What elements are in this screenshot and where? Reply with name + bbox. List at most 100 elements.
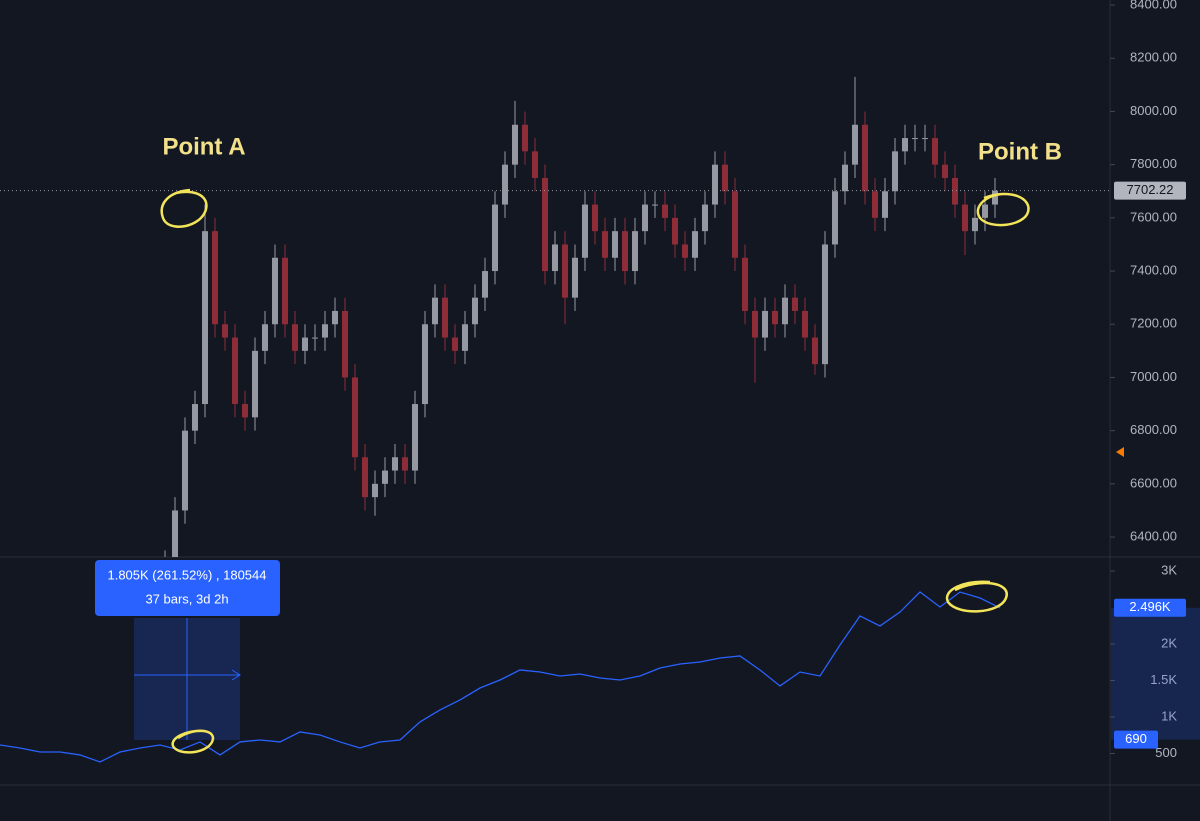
y-tick-label: 6400.00: [1130, 528, 1177, 543]
indicator-pane: [0, 591, 1001, 763]
candle-body: [832, 191, 838, 245]
candle-body: [552, 244, 558, 272]
candle-body: [312, 337, 318, 339]
candle-body: [712, 164, 718, 205]
circle: [160, 188, 208, 228]
value-badge-label: 7702.22: [1127, 182, 1174, 197]
price-pane: [0, 76, 1110, 557]
candle-body: [752, 310, 758, 338]
candle-body: [492, 204, 498, 272]
candle-body: [462, 324, 468, 351]
candle-body: [412, 404, 418, 471]
candle-body: [952, 177, 958, 205]
candle-body: [352, 377, 358, 458]
value-badge-label: 2.496K: [1129, 599, 1171, 614]
annotation: Point B: [978, 138, 1062, 165]
candle-body: [292, 324, 298, 351]
candle-body: [222, 324, 228, 338]
y-tick-label: 8000.00: [1130, 103, 1177, 118]
candle-body: [392, 457, 398, 471]
circle: [945, 580, 1008, 613]
candle-body: [582, 204, 588, 258]
candle-body: [272, 257, 278, 325]
candle-body: [592, 204, 598, 232]
candle-body: [262, 324, 268, 351]
axes: 6400.00 6600.00 6800.00 7000.00 7200.00 7400.…: [1110, 0, 1200, 760]
candle-body: [442, 297, 448, 338]
candle-body: [792, 297, 798, 311]
value-badge: [1114, 181, 1186, 200]
candle-body: [802, 310, 808, 338]
candle-body: [762, 310, 768, 338]
candle-body: [782, 297, 788, 325]
candle-body: [182, 430, 188, 511]
candle-body: [332, 310, 338, 325]
candle-body: [872, 191, 878, 218]
candle-body: [282, 257, 288, 325]
candle-body: [742, 257, 748, 311]
candle-body: [972, 217, 978, 232]
candle-body: [602, 231, 608, 258]
candle-body: [362, 457, 368, 498]
candle-body: [452, 337, 458, 351]
marker-badge: [1114, 730, 1158, 749]
measure-arrow: [231, 669, 241, 681]
candle-body: [612, 231, 618, 258]
y-tick-label: 6800.00: [1130, 422, 1177, 437]
measure-text: 1.805K (261.52%) , 180544: [107, 567, 266, 582]
candle-body: [902, 138, 908, 152]
candle-body: [722, 164, 728, 192]
candle-body: [432, 297, 438, 325]
y-tick-label: 500: [1155, 745, 1177, 760]
candle-body: [992, 190, 998, 205]
candle-body: [342, 310, 348, 378]
y-tick-label: 7800.00: [1130, 156, 1177, 171]
candle-body: [942, 164, 948, 178]
y-tick-label: 2K: [1161, 635, 1177, 650]
measure-detail: 37 bars, 3d 2h: [145, 591, 228, 606]
candle-body: [382, 470, 388, 484]
circle: [171, 729, 215, 754]
circle: [976, 192, 1030, 227]
annotation: Point A: [162, 133, 245, 160]
candle-body: [622, 231, 628, 272]
candle-body: [242, 404, 248, 418]
y-tick-label: 8200.00: [1130, 50, 1177, 65]
y-tick-label: 3K: [1161, 562, 1177, 577]
candle-body: [572, 257, 578, 298]
candle-body: [402, 457, 408, 471]
axis-marker: [1116, 447, 1124, 457]
candle-body: [522, 124, 528, 152]
candle-body: [302, 337, 308, 351]
candle-body: [372, 483, 378, 498]
candle-body: [202, 231, 208, 405]
y-tick-label: 1K: [1161, 708, 1177, 723]
candle-body: [932, 138, 938, 165]
candle-body: [732, 191, 738, 258]
candle-body: [542, 177, 548, 272]
indicator-line: [0, 591, 1001, 763]
candle-body: [692, 231, 698, 258]
candle-body: [672, 217, 678, 245]
y-tick-label: 1.5K: [1150, 672, 1177, 687]
candle-body: [172, 510, 178, 557]
candle-body: [252, 350, 258, 418]
candle-body: [852, 124, 858, 165]
y-tick-label: 7600.00: [1130, 209, 1177, 224]
candle-body: [882, 191, 888, 218]
candle-body: [632, 231, 638, 272]
candle-body: [322, 324, 328, 338]
candle-body: [982, 204, 988, 218]
candle-body: [212, 231, 218, 325]
candle-body: [912, 138, 918, 140]
candle-body: [232, 337, 238, 405]
candle-body: [842, 164, 848, 192]
highlights: [160, 188, 1030, 754]
candle-body: [962, 204, 968, 232]
candle-body: [662, 204, 668, 218]
marker-label: 690: [1125, 731, 1147, 746]
candle-body: [422, 324, 428, 405]
candle-body: [922, 138, 928, 140]
